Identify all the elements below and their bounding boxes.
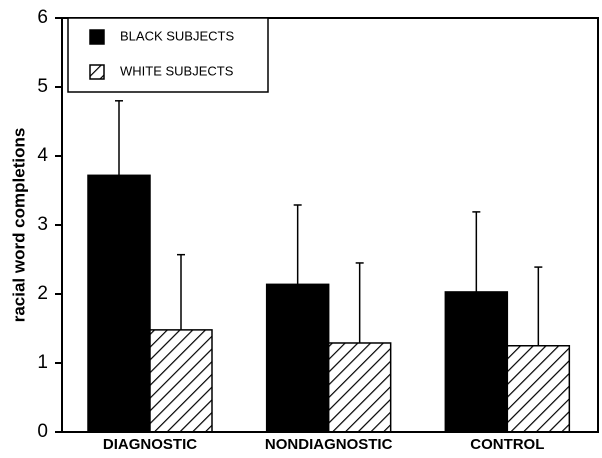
legend-swatch <box>89 64 105 80</box>
x-tick-label: NONDIAGNOSTIC <box>265 436 393 453</box>
bar <box>444 291 509 433</box>
legend-swatch <box>89 29 105 45</box>
x-tick-label: DIAGNOSTIC <box>103 436 197 453</box>
y-tick-label: 2 <box>37 283 48 304</box>
y-tick-label: 5 <box>37 76 48 97</box>
legend-label: BLACK SUBJECTS <box>120 28 234 43</box>
bar <box>506 345 571 433</box>
y-tick-label: 0 <box>37 421 48 442</box>
plot-frame <box>61 17 599 433</box>
bar <box>327 342 392 433</box>
y-tick-label: 1 <box>37 352 48 373</box>
legend-label: WHITE SUBJECTS <box>120 63 234 78</box>
bar <box>87 174 151 433</box>
y-tick-label: 6 <box>37 7 48 28</box>
y-tick-label: 3 <box>37 214 48 235</box>
y-axis-label: racial word completions <box>9 128 28 323</box>
y-tick-label: 4 <box>37 145 48 166</box>
bar <box>149 329 213 433</box>
bar <box>265 283 330 433</box>
x-tick-label: CONTROL <box>470 436 544 453</box>
